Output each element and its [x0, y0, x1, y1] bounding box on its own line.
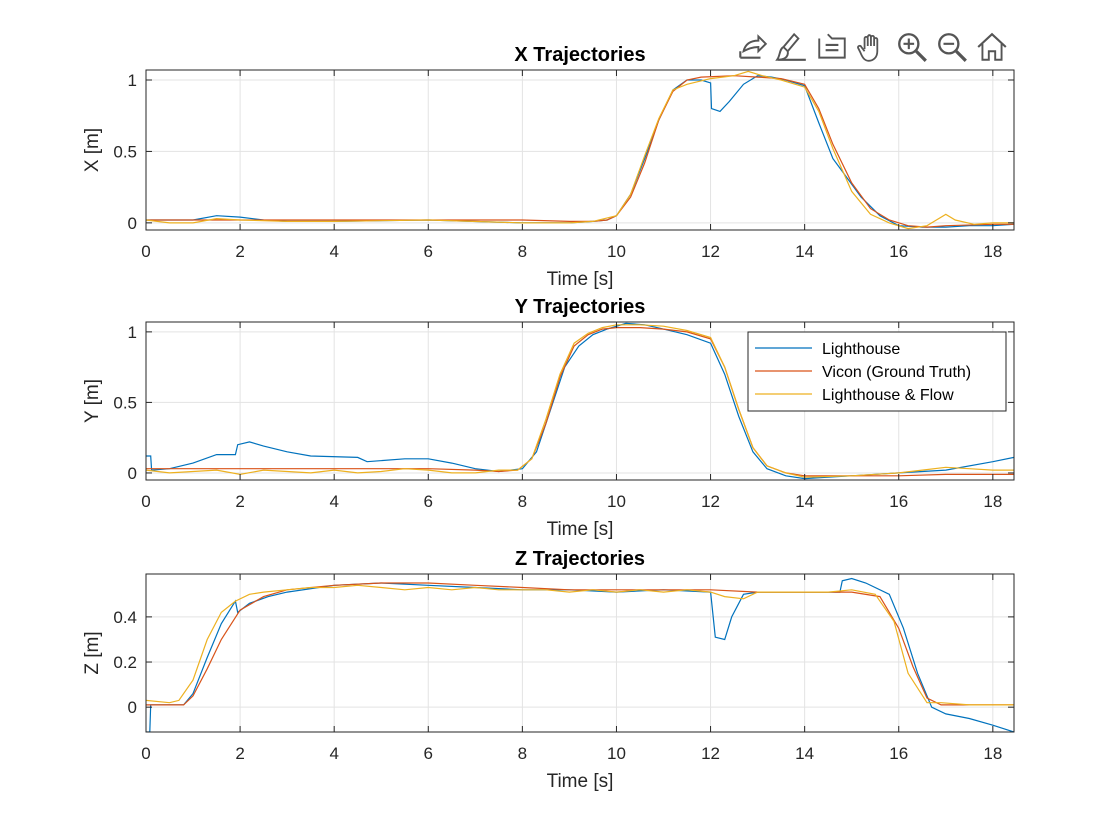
y-tick-label: 1: [128, 323, 137, 342]
x-tick-label: 6: [424, 242, 433, 261]
x-tick-label: 12: [701, 744, 720, 763]
brush-button[interactable]: [773, 28, 811, 66]
x-trajectories-plot: 0 2 4 6 8 10 12 14 16 18 0 0.5 1 X Trajectories Time […: [82, 44, 1015, 290]
x-axis-label: Time [s]: [547, 519, 614, 540]
axes-box: [145, 573, 1015, 733]
x-tick-label: 4: [329, 492, 338, 511]
y-tick-label: 0: [128, 214, 137, 233]
plot-title: Y Trajectories: [515, 296, 646, 318]
x-tick-label: 2: [235, 492, 244, 511]
series-line-lighthouse-flow: [146, 70, 1014, 230]
y-axis-label: X [m]: [82, 128, 103, 172]
x-tick-label: 2: [235, 744, 244, 763]
series-line-lighthouse-flow: [146, 584, 1014, 706]
y-axis-label: Z [m]: [82, 631, 103, 674]
plot-area: [146, 574, 1014, 732]
x-axis-label: Time [s]: [547, 269, 614, 290]
pan-hand-icon: [857, 34, 879, 62]
series-line-vicon-ground-truth: [146, 327, 1014, 477]
y-tick-label: 1: [128, 71, 137, 90]
x-tick-label: 14: [795, 492, 814, 511]
x-axis-label: Time [s]: [547, 771, 614, 792]
axes-box: [145, 321, 1015, 481]
series-line-lighthouse-flow: [146, 324, 1014, 478]
series-group: [146, 577, 1014, 732]
x-tick-label: 0: [141, 242, 150, 261]
series-group: [146, 70, 1014, 230]
x-tick-label: 16: [889, 242, 908, 261]
x-tick-label: 18: [983, 242, 1002, 261]
y-axis-label: Y [m]: [82, 379, 103, 423]
data-tips-button[interactable]: [813, 28, 851, 66]
axes-box: [145, 69, 1015, 231]
series-group: [146, 322, 1014, 480]
series-line-vicon-ground-truth: [146, 582, 1014, 706]
x-tick-label: 10: [607, 744, 626, 763]
zoom-in-icon: [898, 33, 927, 62]
series-line-vicon-ground-truth: [146, 75, 1014, 228]
x-tick-label: 2: [235, 242, 244, 261]
x-tick-label: 4: [329, 242, 338, 261]
y-tick-label: 0: [128, 698, 137, 717]
x-tick-label: 8: [518, 744, 527, 763]
home-icon: [977, 32, 1007, 61]
series-line-lighthouse: [146, 577, 1014, 732]
y-tick-label: 0.5: [113, 142, 137, 161]
y-tick-label: 0.2: [113, 653, 137, 672]
x-tick-label: 14: [795, 744, 814, 763]
x-tick-label: 12: [701, 242, 720, 261]
home-button[interactable]: [973, 28, 1011, 66]
x-tick-label: 14: [795, 242, 814, 261]
x-tick-label: 18: [983, 492, 1002, 511]
plot-title: Z Trajectories: [515, 548, 645, 570]
plot-title: X Trajectories: [514, 44, 645, 66]
axes-toolbar: [733, 28, 1011, 68]
y-tick-label: 0: [128, 464, 137, 483]
x-tick-label: 6: [424, 744, 433, 763]
x-tick-label: 18: [983, 744, 1002, 763]
zoom-out-button[interactable]: [933, 28, 971, 66]
zoom-out-icon: [938, 33, 967, 62]
x-tick-label: 0: [141, 744, 150, 763]
x-tick-label: 10: [607, 242, 626, 261]
export-icon: [739, 34, 768, 59]
brush-icon: [775, 32, 806, 61]
x-tick-label: 0: [141, 492, 150, 511]
y-tick-label: 0.4: [113, 608, 137, 627]
legend-entry-label: Vicon (Ground Truth): [822, 364, 971, 381]
x-tick-label: 6: [424, 492, 433, 511]
z-trajectories-plot: 0 2 4 6 8 10 12 14 16 18 0 0.2 0.4 Z Trajectories Time…: [82, 548, 1015, 792]
x-tick-label: 16: [889, 492, 908, 511]
x-tick-label: 16: [889, 744, 908, 763]
x-tick-label: 4: [329, 744, 338, 763]
x-tick-label: 8: [518, 492, 527, 511]
pan-hand-button[interactable]: [853, 28, 891, 66]
legend: Lighthouse Vicon (Ground Truth) Lighthouse…: [747, 331, 1007, 412]
x-tick-label: 8: [518, 242, 527, 261]
legend-entry-label: Lighthouse & Flow: [822, 387, 954, 404]
plot-area: [146, 70, 1014, 230]
x-tick-label: 10: [607, 492, 626, 511]
export-button[interactable]: [733, 28, 771, 66]
x-tick-label: 12: [701, 492, 720, 511]
data-tips-icon: [818, 33, 846, 59]
zoom-in-button[interactable]: [893, 28, 931, 66]
legend-entry-label: Lighthouse: [822, 341, 900, 358]
y-tick-label: 0.5: [113, 393, 137, 412]
